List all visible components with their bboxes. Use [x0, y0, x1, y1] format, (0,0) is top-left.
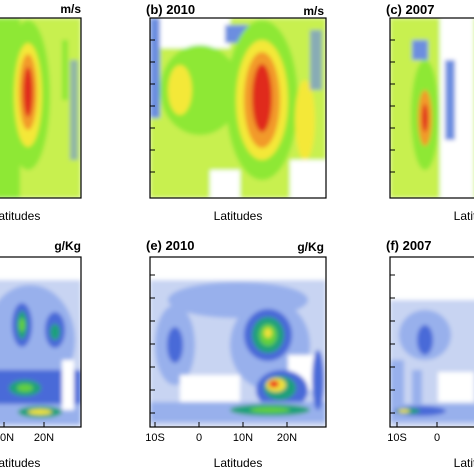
panel-e-title: (e) 2010 [146, 238, 194, 253]
panel-a-field [0, 18, 81, 198]
panel-f [389, 256, 474, 428]
panel-f-yticks [390, 274, 395, 414]
panel-a-unit: m/s [60, 2, 81, 16]
panel-d-xlabel: Latitudes [0, 456, 40, 470]
panel-a [0, 17, 82, 199]
panel-b-xlabel: Latitudes [214, 209, 263, 223]
panel-e-field [150, 257, 326, 427]
panel-d-xtick-0: 10N [0, 432, 14, 444]
panel-f-xtick-0: 10S [387, 432, 407, 444]
panel-d-xtick-1: 20N [34, 432, 54, 444]
panel-c-yticks [390, 39, 395, 173]
panel-b-yticks [150, 39, 155, 173]
panel-b-field [150, 18, 326, 198]
panel-e-xtick-1: 0 [196, 432, 202, 444]
panel-d-xticks [3, 422, 45, 427]
panel-b-title: (b) 2010 [146, 2, 195, 17]
panel-d [0, 256, 82, 428]
panel-c-xlabel: Latitudes [454, 209, 474, 223]
panel-f-field [390, 257, 474, 427]
panel-f-xticks [396, 422, 438, 427]
panel-e-xlabel: Latitudes [214, 456, 263, 470]
panel-f-xlabel: Latitudes [454, 456, 474, 470]
panel-d-field [0, 257, 81, 427]
panel-e-xticks [154, 422, 288, 427]
panel-f-xtick-1: 0 [434, 432, 440, 444]
panel-e-xtick-0: 10S [145, 432, 165, 444]
panel-e-xtick-3: 20N [277, 432, 297, 444]
panel-e [149, 256, 327, 428]
panel-f-title: (f) 2007 [386, 238, 432, 253]
panel-c-field [390, 18, 474, 198]
panel-c-title: (c) 2007 [386, 2, 434, 17]
panel-d-unit: g/Kg [54, 239, 81, 253]
panel-e-yticks [150, 274, 155, 414]
panel-a-xlabel: Latitudes [0, 209, 40, 223]
panel-e-xtick-2: 10N [233, 432, 253, 444]
panel-b [149, 17, 327, 199]
panel-c [389, 17, 474, 199]
panel-e-unit: g/Kg [297, 240, 324, 254]
panel-b-unit: m/s [303, 4, 324, 18]
